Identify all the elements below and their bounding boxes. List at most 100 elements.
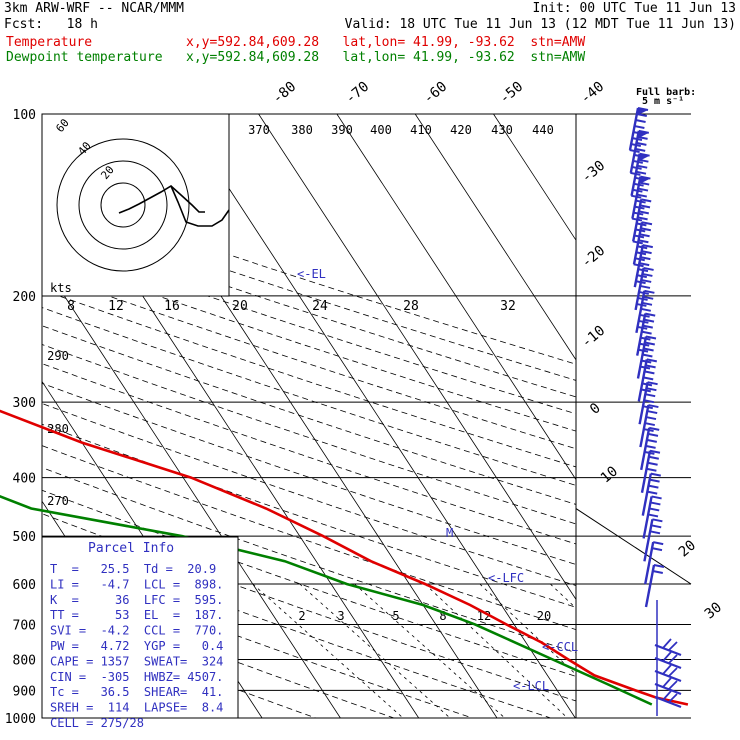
wind-barb xyxy=(637,358,657,402)
wind-barb xyxy=(643,518,663,562)
pressure-tick-label: 800 xyxy=(13,653,36,668)
dry-adiabat-line xyxy=(42,307,576,486)
hodograph-trace xyxy=(170,185,230,227)
dry-adiabat-line xyxy=(42,238,576,415)
mixing-ratio-label: 8 xyxy=(439,609,446,623)
hodograph-trace xyxy=(118,185,205,214)
mixing-ratio-label: 12 xyxy=(477,609,491,623)
wind-barb xyxy=(638,381,658,425)
parcel-info-panel: Parcel Info T = 25.5 Td = 20.9LI = -4.7 L… xyxy=(41,536,239,730)
isotherm-label: -80 xyxy=(270,79,300,108)
parcel-info-row: Tc = 36.5 SHEAR= 41. xyxy=(50,685,223,699)
parcel-info-row: PW = 4.72 YGP = 0.4 xyxy=(50,639,223,653)
hodograph-speed-label: 28 xyxy=(403,299,419,314)
wind-barb xyxy=(631,175,651,222)
wind-barbs: Full barb:5 m s⁻¹ xyxy=(628,87,696,716)
parcel-info-row: CIN = -305 HWBZ= 4507. xyxy=(50,670,223,684)
isotherm-label: 10 xyxy=(598,463,621,486)
outer-frame-edge xyxy=(575,508,692,585)
isotherm-label: -60 xyxy=(421,79,451,108)
dry-adiabat-line xyxy=(42,289,576,468)
mixing-ratio-line xyxy=(299,583,451,718)
isotherm-label: 0 xyxy=(587,400,604,418)
theta-label: 390 xyxy=(331,123,353,137)
lcl-level-label: <-LCL xyxy=(513,679,549,693)
parcel-info-box xyxy=(41,536,239,719)
pressure-tick-label: 100 xyxy=(13,108,36,123)
parcel-info-row: CELL = 275/28 xyxy=(50,716,144,730)
isotherm-label: 20 xyxy=(676,537,699,560)
dry-adiabat-line xyxy=(42,344,576,525)
el-level-label: <-EL xyxy=(297,267,326,281)
pressure-tick-label: 1000 xyxy=(5,712,36,727)
dry-adiabat-line xyxy=(42,222,576,398)
ccl-level-label: <-CCL xyxy=(542,640,578,654)
theta-label: 290 xyxy=(47,349,69,363)
isotherm-label: -30 xyxy=(579,158,609,187)
hodograph-units: kts xyxy=(50,281,72,295)
barb-legend-unit: 5 m s⁻¹ xyxy=(642,96,684,107)
parcel-info-title: Parcel Info xyxy=(88,541,174,556)
parcel-info-row: T = 25.5 Td = 20.9 xyxy=(50,562,216,576)
wind-barb xyxy=(654,638,682,657)
theta-label: 420 xyxy=(450,123,472,137)
wind-barb xyxy=(633,244,653,288)
theta-label: 370 xyxy=(248,123,270,137)
m-level-label: M xyxy=(446,526,453,540)
mixing-ratio-label: 3 xyxy=(337,609,344,623)
mixing-ratio-label: 5 xyxy=(392,609,399,623)
temperature-legend: Temperature x,y=592.84,609.28 lat,lon= 4… xyxy=(6,35,586,50)
isotherm-label: 30 xyxy=(702,599,725,622)
isotherm-label: -10 xyxy=(579,323,609,352)
hodograph-ring xyxy=(56,138,190,272)
pressure-tick-label: 700 xyxy=(13,618,36,633)
valid-time: Valid: 18 UTC Tue 11 Jun 13 (12 MDT Tue … xyxy=(344,17,736,32)
wind-barb xyxy=(654,651,682,670)
dewpoint-legend: Dewpoint temperature x,y=592.84,609.28 l… xyxy=(6,50,586,65)
dry-adiabat-line xyxy=(42,206,576,381)
isotherm-line xyxy=(42,261,341,718)
dry-adiabat-line xyxy=(42,467,576,654)
pressure-tick-label: 600 xyxy=(13,578,36,593)
parcel-info-row: LI = -4.7 LCL = 898. xyxy=(50,577,223,591)
wind-barb xyxy=(641,472,661,516)
isotherm-label: -50 xyxy=(497,79,527,108)
isotherm-label: -40 xyxy=(578,79,608,108)
mixing-ratio-line xyxy=(354,583,506,718)
isotherm-line xyxy=(179,114,576,718)
hodograph-speed-label: 16 xyxy=(164,299,180,314)
hodograph-speed-label: 12 xyxy=(108,299,124,314)
hodograph-speed-label: 32 xyxy=(500,299,516,314)
forecast-hour: Fcst: 18 h xyxy=(4,17,98,32)
hodograph-ring xyxy=(78,160,168,250)
dry-adiabat-line xyxy=(42,325,576,505)
mixing-ratio-label: 20 xyxy=(537,609,551,623)
theta-label: 380 xyxy=(291,123,313,137)
wind-barb xyxy=(644,564,665,608)
parcel-info-row: TT = 53 EL = 187. xyxy=(50,608,223,622)
theta-label: 400 xyxy=(370,123,392,137)
sounding-profiles: <-EL <-LFC <-CCL <-LCL M xyxy=(0,267,689,706)
hodograph-speed-label: 24 xyxy=(312,299,328,314)
pressure-tick-label: 500 xyxy=(13,530,36,545)
wind-barb xyxy=(654,664,682,683)
parcel-info-row: SREH = 114 LAPSE= 8.4 xyxy=(50,701,223,715)
isotherm-line xyxy=(414,114,576,361)
isotherm-line xyxy=(336,114,576,481)
wind-barb xyxy=(654,677,682,696)
plot-frame xyxy=(41,113,577,719)
wind-barb xyxy=(642,495,662,539)
parcel-info-row: SVI = -4.2 CCL = 770. xyxy=(50,624,223,638)
dry-adiabat-line xyxy=(42,445,576,631)
isotherm-label: -70 xyxy=(343,79,373,108)
pressure-tick-label: 200 xyxy=(13,290,36,305)
isotherm-line xyxy=(258,114,576,601)
theta-label: 430 xyxy=(491,123,513,137)
wind-barb xyxy=(654,690,682,709)
pressure-tick-label: 400 xyxy=(13,472,36,487)
mixing-ratio-label: 2 xyxy=(298,609,305,623)
theta-label: 270 xyxy=(47,494,69,508)
barb-legend-label: Full barb: xyxy=(636,87,696,98)
dry-adiabat-line xyxy=(42,190,576,365)
